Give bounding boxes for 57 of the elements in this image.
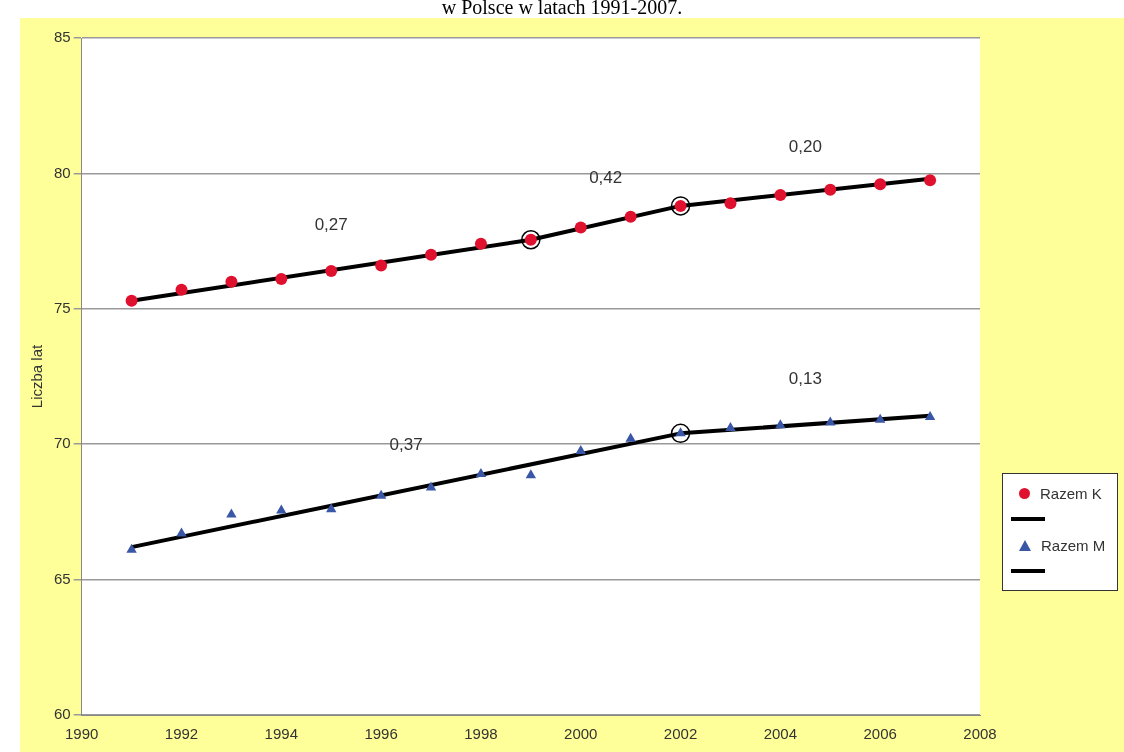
annotation: 0,42 [589, 167, 623, 187]
point [825, 416, 836, 426]
point [425, 248, 438, 261]
point [126, 543, 137, 553]
point [175, 283, 188, 296]
point [724, 197, 737, 210]
point [475, 467, 487, 477]
point [774, 189, 787, 202]
x-tick-label: 1990 [65, 725, 99, 743]
point [375, 489, 387, 499]
point [670, 423, 691, 444]
chart-title: w Polsce w latach 1991-2007. [440, 0, 684, 19]
point [924, 174, 937, 187]
legend-label: Razem M [1041, 536, 1106, 554]
point [725, 421, 736, 431]
y-tick-label: 65 [54, 569, 71, 587]
x-tick-label: 1992 [164, 725, 199, 743]
point [874, 413, 886, 423]
annotation: 0,27 [314, 214, 348, 234]
point [625, 432, 636, 442]
point [276, 504, 287, 514]
point [924, 411, 936, 421]
point [575, 444, 586, 454]
x-tick-label: 1998 [464, 725, 498, 743]
point [425, 481, 437, 491]
y-tick-label: 60 [54, 705, 71, 723]
y-tick-label: 85 [54, 28, 71, 46]
point [874, 178, 887, 191]
point [225, 275, 238, 288]
x-tick-label: 2008 [963, 725, 997, 743]
annotation: 0,20 [788, 137, 822, 157]
point [525, 469, 537, 479]
annotation: 0,37 [389, 434, 423, 454]
y-axis-title: Liczba lat [28, 343, 46, 409]
x-tick-label: 1996 [364, 725, 398, 743]
point [574, 221, 587, 234]
point [325, 264, 338, 277]
y-tick-label: 75 [54, 298, 71, 316]
point [624, 210, 637, 223]
point [775, 419, 786, 429]
y-tick-label: 80 [54, 163, 71, 181]
point [824, 183, 837, 196]
point [125, 294, 138, 307]
point [474, 237, 487, 250]
x-tick-label: 1994 [264, 725, 298, 743]
point [176, 527, 187, 537]
x-tick-label: 2000 [564, 725, 598, 743]
x-tick-label: 2002 [663, 725, 698, 743]
point [226, 508, 237, 518]
legend-label: Razem K [1040, 484, 1102, 502]
x-tick-label: 2004 [763, 725, 798, 743]
point [275, 273, 288, 286]
point [375, 259, 388, 272]
point [326, 503, 337, 513]
x-tick-label: 2006 [863, 725, 897, 743]
y-tick-label: 70 [54, 434, 71, 452]
annotation: 0,13 [788, 369, 822, 389]
